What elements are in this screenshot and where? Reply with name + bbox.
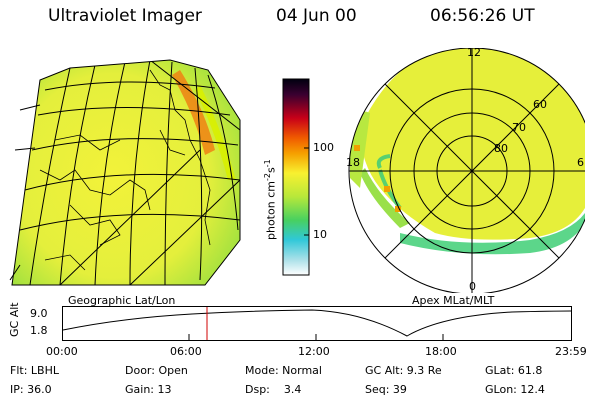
info-gain: Gain: 13 bbox=[125, 383, 172, 396]
colorbar-unit-text: photon cm bbox=[264, 181, 278, 240]
date-label: 04 Jun 00 bbox=[276, 6, 357, 26]
time-tick-0600: 06:00 bbox=[170, 345, 202, 358]
colorbar-tick-10: 10 bbox=[313, 228, 327, 241]
instrument-title: Ultraviolet Imager bbox=[48, 6, 202, 26]
time-label: 06:56:26 UT bbox=[430, 6, 535, 26]
time-tick-1200: 12:00 bbox=[298, 345, 330, 358]
colorbar-unit-exp1: -2 bbox=[263, 173, 272, 182]
altitude-ylabel: GC Alt bbox=[8, 302, 21, 337]
geographic-map bbox=[9, 59, 241, 286]
time-tick-2359: 23:59 bbox=[555, 345, 587, 358]
mlat-label-70: 70 bbox=[512, 121, 526, 134]
mlt-label-6: 6 bbox=[577, 156, 584, 169]
colorbar-label: photon cm-2s-1 bbox=[263, 159, 278, 240]
mlt-label-0: 0 bbox=[469, 280, 476, 293]
mlat-label-60: 60 bbox=[533, 98, 547, 111]
altitude-ytick-9: 9.0 bbox=[30, 307, 48, 320]
mlat-label-80: 80 bbox=[494, 142, 508, 155]
info-ip: IP: 36.0 bbox=[10, 383, 52, 396]
altitude-ytick-1: 1.8 bbox=[30, 324, 48, 337]
colorbar-unit-exp2: -1 bbox=[263, 159, 272, 168]
info-door: Door: Open bbox=[125, 364, 188, 377]
mlt-label-12: 12 bbox=[467, 46, 481, 59]
colorbar-tick-100: 100 bbox=[313, 141, 334, 154]
geographic-caption: Geographic Lat/Lon bbox=[68, 294, 176, 307]
info-glat: GLat: 61.8 bbox=[485, 364, 543, 377]
mlt-label-18: 18 bbox=[346, 156, 360, 169]
info-glon: GLon: 12.4 bbox=[485, 383, 545, 396]
polar-caption: Apex MLat/MLT bbox=[412, 294, 495, 307]
info-seq: Seq: 39 bbox=[365, 383, 407, 396]
info-gcalt: GC Alt: 9.3 Re bbox=[365, 364, 442, 377]
info-flt: Flt: LBHL bbox=[10, 364, 59, 377]
time-tick-1800: 18:00 bbox=[425, 345, 457, 358]
colorbar bbox=[282, 78, 310, 276]
info-mode: Mode: Normal bbox=[245, 364, 322, 377]
time-tick-0000: 00:00 bbox=[46, 345, 78, 358]
polar-plot bbox=[348, 48, 585, 293]
altitude-plot bbox=[62, 306, 572, 341]
colorbar-unit-s: s bbox=[264, 167, 278, 174]
info-dsp: Dsp: 3.4 bbox=[245, 383, 302, 396]
